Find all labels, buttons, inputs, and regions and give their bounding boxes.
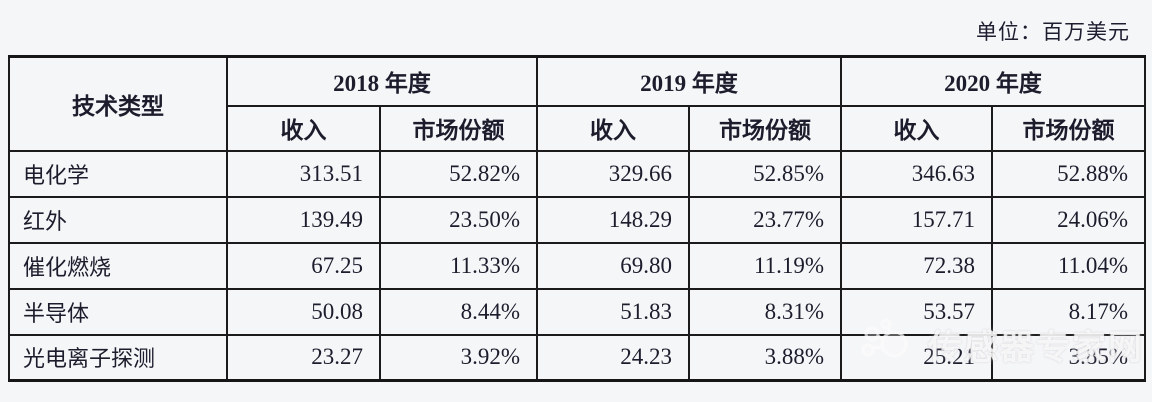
row-label: 半导体: [8, 287, 228, 336]
table-cell: 24.06%: [991, 195, 1146, 244]
table-cell: 8.31%: [688, 287, 842, 336]
table-cell: 52.88%: [991, 149, 1146, 198]
table-cell: 3.85%: [991, 333, 1146, 382]
table-cell: 11.19%: [688, 241, 842, 290]
year-header-2018: 2018 年度: [226, 55, 538, 107]
col-header-2018-share: 市场份额: [379, 104, 538, 152]
table-cell: 3.92%: [379, 333, 538, 382]
table-row-photoionization: 光电离子探测 23.27 3.92% 24.23 3.88% 25.21 3.8…: [8, 333, 1146, 382]
table-cell: 53.57: [840, 287, 993, 336]
table-cell: 329.66: [536, 149, 690, 198]
market-share-table: 技术类型 2018 年度 2019 年度 2020 年度 收入 市场份额 收入 …: [8, 55, 1146, 382]
table-cell: 11.33%: [379, 241, 538, 290]
table-cell: 11.04%: [991, 241, 1146, 290]
table-cell: 69.80: [536, 241, 690, 290]
table-cell: 52.82%: [379, 149, 538, 198]
table-cell: 67.25: [226, 241, 381, 290]
table-row-infrared: 红外 139.49 23.50% 148.29 23.77% 157.71 24…: [8, 195, 1146, 244]
table-cell: 72.38: [840, 241, 993, 290]
table-cell: 157.71: [840, 195, 993, 244]
table-cell: 52.85%: [688, 149, 842, 198]
unit-label: 单位：百万美元: [976, 20, 1130, 44]
table-cell: 313.51: [226, 149, 381, 198]
col-header-2020-revenue: 收入: [840, 104, 993, 152]
table-cell: 148.29: [536, 195, 690, 244]
table-cell: 346.63: [840, 149, 993, 198]
table-cell: 3.88%: [688, 333, 842, 382]
row-label: 催化燃烧: [8, 241, 228, 290]
table-row-semiconductor: 半导体 50.08 8.44% 51.83 8.31% 53.57 8.17%: [8, 287, 1146, 336]
table-cell: 139.49: [226, 195, 381, 244]
table-cell: 23.27: [226, 333, 381, 382]
col-header-2018-revenue: 收入: [226, 104, 381, 152]
row-label: 电化学: [8, 149, 228, 198]
col-header-2019-share: 市场份额: [688, 104, 842, 152]
year-header-2020: 2020 年度: [840, 55, 1146, 107]
col-header-2019-revenue: 收入: [536, 104, 690, 152]
table-row-catalytic-combustion: 催化燃烧 67.25 11.33% 69.80 11.19% 72.38 11.…: [8, 241, 1146, 290]
table-cell: 8.17%: [991, 287, 1146, 336]
table-cell: 51.83: [536, 287, 690, 336]
row-label: 光电离子探测: [8, 333, 228, 382]
table-cell: 23.50%: [379, 195, 538, 244]
corner-header-tech-type: 技术类型: [8, 55, 228, 152]
table-cell: 25.21: [840, 333, 993, 382]
year-header-2019: 2019 年度: [536, 55, 842, 107]
table-cell: 24.23: [536, 333, 690, 382]
col-header-2020-share: 市场份额: [991, 104, 1146, 152]
row-label: 红外: [8, 195, 228, 244]
table-cell: 50.08: [226, 287, 381, 336]
table-cell: 8.44%: [379, 287, 538, 336]
table-cell: 23.77%: [688, 195, 842, 244]
table-row-electrochemical: 电化学 313.51 52.82% 329.66 52.85% 346.63 5…: [8, 149, 1146, 198]
